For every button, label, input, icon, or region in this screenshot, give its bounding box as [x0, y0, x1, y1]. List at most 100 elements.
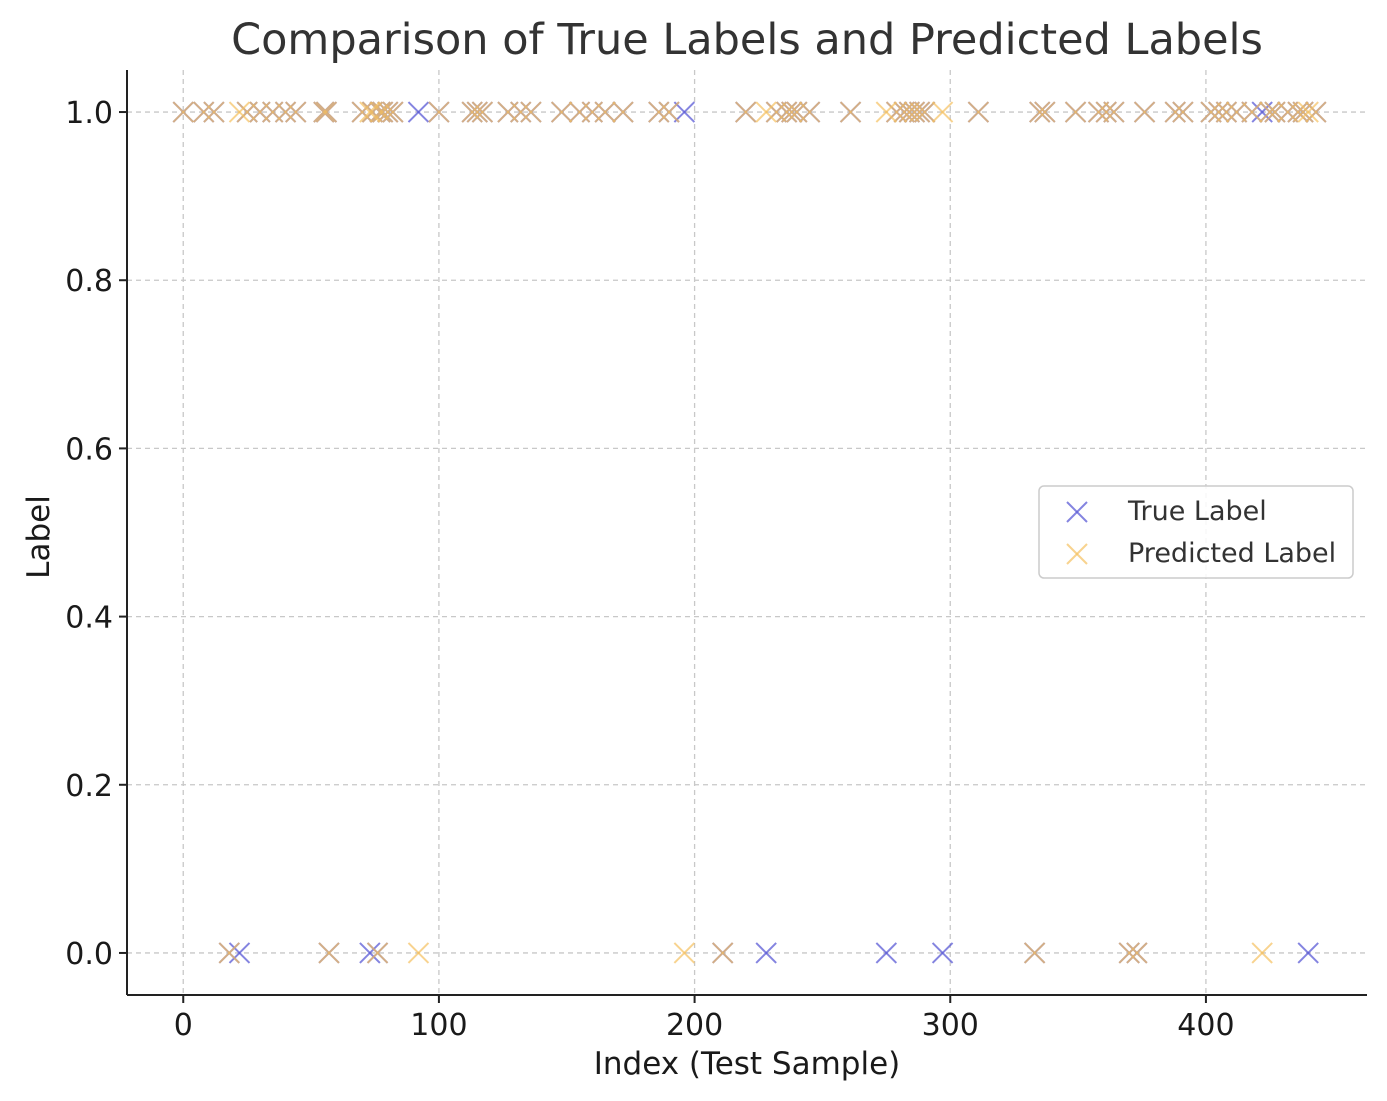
data-point: [510, 101, 532, 123]
data-point: [428, 101, 450, 123]
data-point: [218, 942, 240, 964]
data-point: [1297, 101, 1319, 123]
data-points: [172, 101, 1327, 964]
data-point: [612, 101, 634, 123]
legend: True Label Predicted Label: [1038, 485, 1354, 579]
data-point: [658, 101, 680, 123]
legend-marker-predicted-label: [1066, 543, 1088, 565]
data-point: [1064, 101, 1087, 123]
legend-label-true-label: True Label: [1127, 496, 1267, 527]
data-point: [461, 101, 483, 123]
data-point: [285, 101, 307, 123]
y-axis-label: Label: [21, 495, 57, 579]
data-point: [594, 101, 616, 123]
data-point: [315, 101, 338, 123]
data-point: [1126, 942, 1148, 964]
data-point: [1251, 942, 1273, 964]
data-point: [274, 101, 297, 123]
data-point: [673, 942, 696, 964]
data-point: [520, 101, 542, 123]
legend-label-predicted-label: Predicted Label: [1128, 538, 1336, 569]
data-point: [1133, 101, 1156, 123]
data-point: [712, 942, 734, 964]
data-point: [1241, 101, 1263, 123]
x-tick-label: 0: [174, 1008, 193, 1043]
data-point: [781, 101, 803, 123]
y-tick-label: 0.6: [65, 432, 113, 467]
data-point: [648, 101, 670, 123]
chart-title: Comparison of True Labels and Predicted …: [231, 15, 1263, 65]
legend-box: [1038, 485, 1354, 579]
data-point: [1103, 101, 1125, 123]
data-point: [931, 942, 954, 964]
x-axis-label: Index (Test Sample): [594, 1046, 901, 1082]
data-point: [967, 101, 990, 123]
data-point: [673, 101, 696, 123]
data-point: [1305, 101, 1327, 123]
data-point: [775, 101, 798, 123]
data-point: [893, 101, 915, 123]
data-point: [351, 101, 373, 123]
x-tick-label: 200: [666, 1008, 723, 1043]
y-tick-label: 1.0: [65, 96, 113, 131]
data-point: [1277, 101, 1299, 123]
data-point: [382, 101, 404, 123]
data-point: [903, 101, 926, 123]
series-predicted-label: [172, 101, 1327, 964]
y-tick-label: 0.4: [65, 601, 113, 636]
data-point: [908, 101, 931, 123]
data-point: [875, 942, 898, 964]
axes: [126, 70, 1367, 996]
y-tick-label: 0.2: [65, 769, 113, 804]
data-point: [359, 942, 381, 964]
data-point: [931, 101, 954, 123]
data-point: [755, 942, 777, 964]
data-point: [1118, 942, 1140, 964]
data-point: [1225, 101, 1248, 123]
legend-marker-icon: [1066, 543, 1088, 565]
data-point: [1200, 101, 1222, 123]
legend-marker-icon: [1066, 501, 1088, 523]
data-point: [203, 101, 225, 123]
data-point: [313, 101, 335, 123]
y-tick-label: 0.8: [65, 264, 113, 299]
data-point: [1259, 101, 1281, 123]
data-point: [1029, 101, 1051, 123]
data-point: [1287, 101, 1309, 123]
data-point: [1034, 101, 1056, 123]
data-point: [407, 101, 430, 123]
data-point: [1095, 101, 1117, 123]
data-point: [1164, 101, 1186, 123]
data-point: [228, 101, 251, 123]
data-point: [1215, 101, 1238, 123]
data-point: [913, 101, 936, 123]
x-tick-label: 100: [410, 1008, 467, 1043]
data-point: [407, 942, 430, 964]
data-point: [192, 101, 215, 123]
data-point: [875, 101, 898, 123]
y-tick-label: 0.0: [65, 937, 113, 972]
data-point: [172, 101, 194, 123]
data-point: [1087, 101, 1110, 123]
data-point: [318, 942, 340, 964]
data-point: [466, 101, 488, 123]
tick-labels: 0 100 200 300 400 0.0 0.2 0.4 0.6 0.8 1.0: [65, 96, 1234, 1043]
data-point: [798, 101, 821, 123]
data-point: [898, 101, 921, 123]
x-tick-label: 300: [922, 1008, 979, 1043]
legend-marker-true-label: [1066, 501, 1088, 523]
data-point: [1208, 101, 1230, 123]
data-point: [755, 101, 777, 123]
data-point: [550, 101, 573, 123]
data-point: [735, 101, 757, 123]
data-point: [366, 942, 389, 964]
x-tick-label: 400: [1177, 1008, 1234, 1043]
data-point: [1023, 942, 1046, 964]
data-point: [765, 101, 788, 123]
data-point: [471, 101, 494, 123]
data-point: [361, 101, 384, 123]
data-point: [1172, 101, 1194, 123]
data-point: [377, 101, 399, 123]
data-point: [228, 942, 251, 964]
